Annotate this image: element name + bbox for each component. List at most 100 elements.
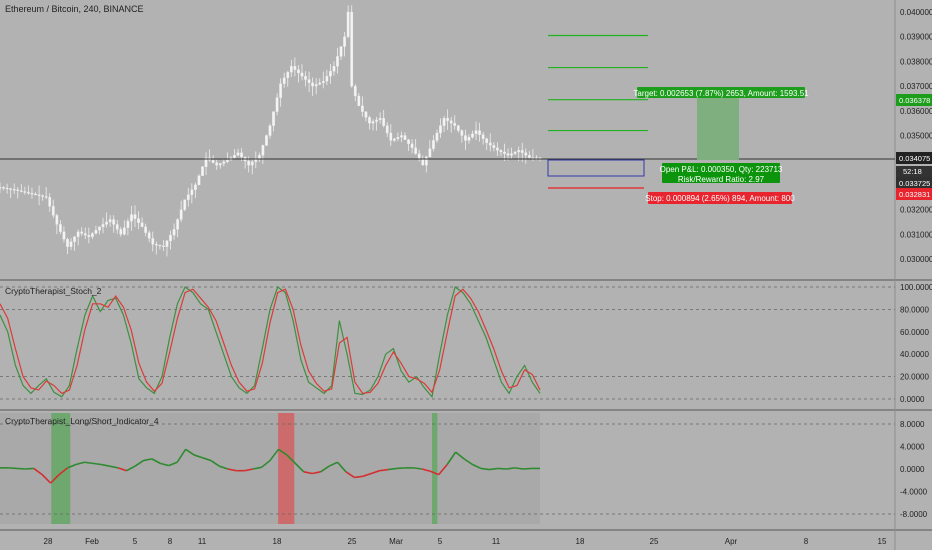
ls-series-segment <box>67 463 77 469</box>
price-tick-label: 0.037000 <box>900 82 932 91</box>
candle-body <box>27 192 30 194</box>
stoch-tick-label: 0.0000 <box>900 395 925 404</box>
candle-body <box>194 184 197 190</box>
candle-body <box>492 145 496 149</box>
candle-body <box>300 72 304 77</box>
price-tick-label: 0.032000 <box>900 206 932 215</box>
candle-body <box>16 189 20 191</box>
ls-series-segment <box>294 462 305 473</box>
candle-body <box>428 148 432 158</box>
ls-series-segment <box>101 463 110 467</box>
time-tick-label: 28 <box>44 537 53 546</box>
price-tick-label: 0.039000 <box>900 33 932 42</box>
ls-tick-label: 8.0000 <box>900 420 925 429</box>
candle-body <box>119 229 123 235</box>
pnl-label-text: Risk/Reward Ratio: 2.97 <box>678 175 765 184</box>
candle-body <box>392 138 396 141</box>
candle-body <box>183 199 187 210</box>
candle-body <box>289 66 293 73</box>
ls-series-segment <box>277 448 288 456</box>
ls-series-segment <box>463 458 473 466</box>
ls-series-segment <box>16 467 26 470</box>
candle-body <box>321 81 325 83</box>
candle-body <box>456 125 460 131</box>
candle-body <box>55 215 59 225</box>
ls-series-segment <box>50 474 60 484</box>
candle-body <box>172 229 176 236</box>
candle-body <box>19 190 23 192</box>
ls-series-segment <box>176 448 187 463</box>
candle-body <box>279 83 283 98</box>
candle-body <box>378 118 382 121</box>
candle-body <box>332 66 336 72</box>
candle-body <box>439 125 442 134</box>
main-chart-title: Ethereum / Bitcoin, 240, BINANCE <box>5 4 144 14</box>
price-tick-label: 0.038000 <box>900 57 932 66</box>
candle-body <box>435 132 439 141</box>
ls-shading <box>278 413 295 524</box>
candle-body <box>98 226 101 231</box>
ls-shading <box>432 413 438 524</box>
ls-series-segment <box>523 467 532 470</box>
candle-body <box>297 69 300 74</box>
ls-series-segment <box>480 467 490 471</box>
candle-body <box>201 166 204 176</box>
countdown-text: 52:18 <box>903 167 922 176</box>
stoch-tick-label: 100.0000 <box>900 283 932 292</box>
candle-body <box>414 147 418 154</box>
stoch-tick-label: 20.0000 <box>900 373 929 382</box>
candle-body <box>286 71 290 79</box>
candle-body <box>329 71 332 77</box>
candle-body <box>503 151 506 154</box>
ls-series-segment <box>514 467 524 470</box>
ls-series-segment <box>227 468 237 472</box>
ls-series-segment <box>210 459 220 467</box>
candle-body <box>524 152 528 156</box>
candle-body <box>449 120 453 124</box>
candle-body <box>144 226 148 233</box>
time-tick-label: 8 <box>168 537 173 546</box>
pnl-label-box <box>662 163 780 183</box>
candle-body <box>30 192 34 195</box>
candle-body <box>115 224 119 230</box>
candle-body <box>108 219 112 223</box>
ls-series-segment <box>506 467 515 470</box>
candle-body <box>137 218 140 223</box>
candle-body <box>442 118 446 126</box>
ls-series-segment <box>244 468 254 472</box>
candle-body <box>222 161 226 164</box>
candle-body <box>510 153 513 156</box>
candle-body <box>421 159 425 166</box>
time-tick-label: 11 <box>492 537 501 546</box>
candle-body <box>87 234 91 237</box>
ls-series-segment <box>320 465 330 473</box>
candle-body <box>126 220 130 228</box>
candle-body <box>389 132 393 141</box>
ls-series-segment <box>421 468 431 473</box>
candle-body <box>112 219 116 225</box>
candle-body <box>357 95 361 107</box>
candle-body <box>233 155 236 158</box>
ls-series-segment <box>269 448 280 462</box>
time-tick-label: 8 <box>804 537 809 546</box>
ls-series-segment <box>497 467 507 470</box>
ls-series-segment <box>396 467 406 470</box>
ls-series-segment <box>151 458 161 465</box>
candle-body <box>471 133 474 138</box>
candle-body <box>265 135 268 146</box>
candle-body <box>154 244 158 246</box>
ls-series-segment <box>455 451 465 460</box>
ls-series-segment <box>160 462 169 467</box>
ls-series-segment <box>370 469 380 475</box>
candle-body <box>353 85 357 97</box>
ls-bg <box>0 413 540 524</box>
ls-series-segment <box>117 467 127 472</box>
ls-series-segment <box>92 462 102 466</box>
ls-series-segment <box>25 467 34 470</box>
ls-series-segment <box>219 465 229 470</box>
ls-series-segment <box>354 475 363 479</box>
stoch-series-line <box>0 288 541 395</box>
candle-body <box>133 214 137 219</box>
